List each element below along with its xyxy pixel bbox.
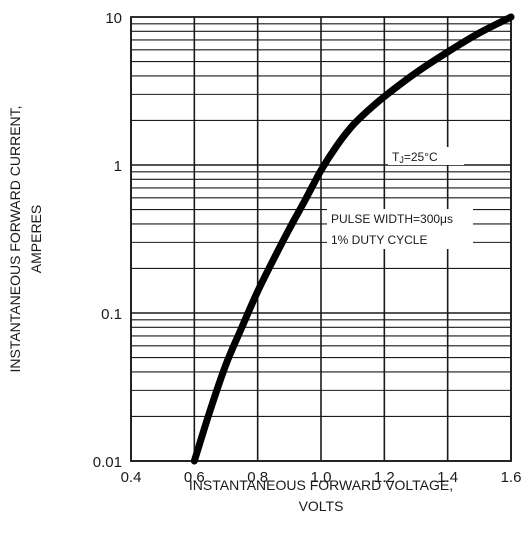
- x-tick-label: 0.6: [184, 469, 205, 486]
- forward-voltage-curve: [190, 13, 515, 465]
- y-tick-label: 0.01: [93, 454, 122, 471]
- annotation-temperature: TJ=25°C: [392, 150, 438, 165]
- annotation-duty-cycle: 1% DUTY CYCLE: [331, 233, 427, 247]
- x-tick-label: 1.0: [311, 469, 332, 486]
- x-tick-label: 0.4: [121, 469, 142, 486]
- x-tick-label: 1.6: [501, 469, 522, 486]
- y-axis-title-line1: INSTANTANEOUS FORWARD CURRENT,: [7, 105, 23, 372]
- x-axis-title-line1: INSTANTANEOUS FORWARD VOLTAGE,: [189, 477, 453, 493]
- y-tick-label: 0.1: [101, 306, 122, 323]
- y-tick-labels: 0.01 0.1 1 10: [93, 10, 122, 471]
- plot-frame: [130, 16, 512, 462]
- y-tick-label: 1: [114, 158, 122, 175]
- x-tick-labels: 0.4 0.6 0.8 1.0 1.2 1.4 1.6: [121, 469, 522, 486]
- x-tick-label: 1.4: [437, 469, 458, 486]
- y-axis-title-line2: AMPERES: [28, 205, 44, 273]
- annotation-pulse-bg: [327, 209, 473, 249]
- annotation-temp-bg: [388, 147, 464, 165]
- y-tick-label: 10: [105, 10, 122, 27]
- annotation-pulse-width: PULSE WIDTH=300μs: [331, 212, 453, 226]
- x-axis-title-line2: VOLTS: [299, 498, 344, 514]
- x-tick-label: 0.8: [247, 469, 268, 486]
- x-tick-label: 1.2: [374, 469, 395, 486]
